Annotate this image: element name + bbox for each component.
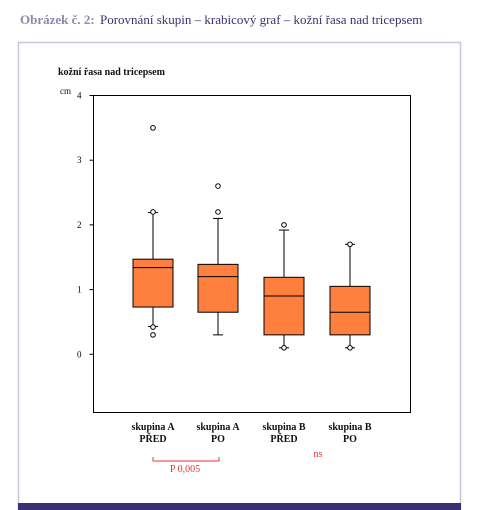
box bbox=[329, 285, 371, 336]
frame bbox=[17, 41, 462, 510]
x-tick-label: skupina B PO bbox=[328, 422, 372, 445]
y-tick-label: 4 bbox=[77, 91, 82, 101]
outlier bbox=[150, 125, 156, 131]
caption-text: Porovnání skupin – krabicový graf – kožn… bbox=[100, 12, 422, 27]
y-tick-label: 0 bbox=[77, 349, 82, 359]
outlier bbox=[347, 345, 353, 351]
box bbox=[263, 276, 305, 336]
outlier bbox=[150, 332, 156, 338]
y-tick-label: 2 bbox=[77, 220, 82, 230]
outlier bbox=[150, 324, 156, 330]
x-tick-label: skupina B PŘED bbox=[262, 422, 306, 445]
chart-title: kožní řasa nad tricepsem bbox=[58, 67, 166, 78]
box bbox=[197, 263, 239, 313]
significance-bracket bbox=[152, 457, 220, 462]
x-tick-label: skupina A PŘED bbox=[131, 422, 175, 445]
outlier bbox=[281, 345, 287, 351]
outlier bbox=[281, 222, 287, 228]
plot-frame bbox=[93, 95, 411, 413]
outlier bbox=[215, 209, 221, 215]
annotation: ns bbox=[314, 449, 323, 460]
caption-label: Obrázek č. 2: bbox=[20, 12, 95, 27]
y-tick-label: 3 bbox=[77, 155, 82, 165]
outlier bbox=[215, 183, 221, 189]
box bbox=[132, 258, 174, 308]
outlier bbox=[150, 209, 156, 215]
annotation: P 0,005 bbox=[170, 464, 200, 475]
bottom-bar bbox=[18, 503, 461, 510]
outlier bbox=[347, 241, 353, 248]
y-unit: cm bbox=[60, 86, 71, 96]
x-tick-label: skupina A PO bbox=[196, 422, 240, 445]
y-tick-label: 1 bbox=[77, 285, 82, 295]
